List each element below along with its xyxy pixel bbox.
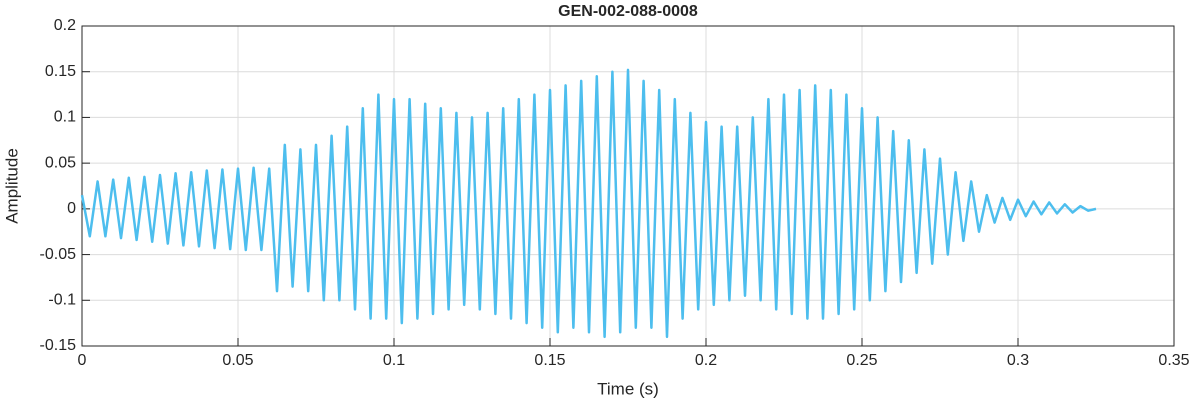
y-tick-label: -0.15 xyxy=(40,337,77,354)
y-tick-label: -0.1 xyxy=(48,292,76,309)
x-tick-label: 0.3 xyxy=(1007,352,1029,369)
x-tick-label: 0 xyxy=(78,352,87,369)
y-tick-label: 0.1 xyxy=(54,109,76,126)
x-tick-label: 0.2 xyxy=(695,352,717,369)
x-axis-label: Time (s) xyxy=(597,379,659,398)
y-axis-label: Amplitude xyxy=(2,148,21,224)
x-tick-label: 0.05 xyxy=(222,352,253,369)
y-tick-label: 0.2 xyxy=(54,17,76,34)
y-tick-label: -0.05 xyxy=(40,246,77,263)
y-tick-label: 0.15 xyxy=(45,63,76,80)
x-tick-label: 0.1 xyxy=(383,352,405,369)
y-tick-label: 0.05 xyxy=(45,154,76,171)
x-tick-label: 0.35 xyxy=(1158,352,1189,369)
axes-box xyxy=(81,25,1175,347)
y-tick-label: 0 xyxy=(67,200,76,217)
waveform-line xyxy=(80,68,1097,339)
x-tick-label: 0.15 xyxy=(534,352,565,369)
chart-title: GEN-002-088-0008 xyxy=(558,3,698,20)
x-tick-label: 0.25 xyxy=(846,352,877,369)
